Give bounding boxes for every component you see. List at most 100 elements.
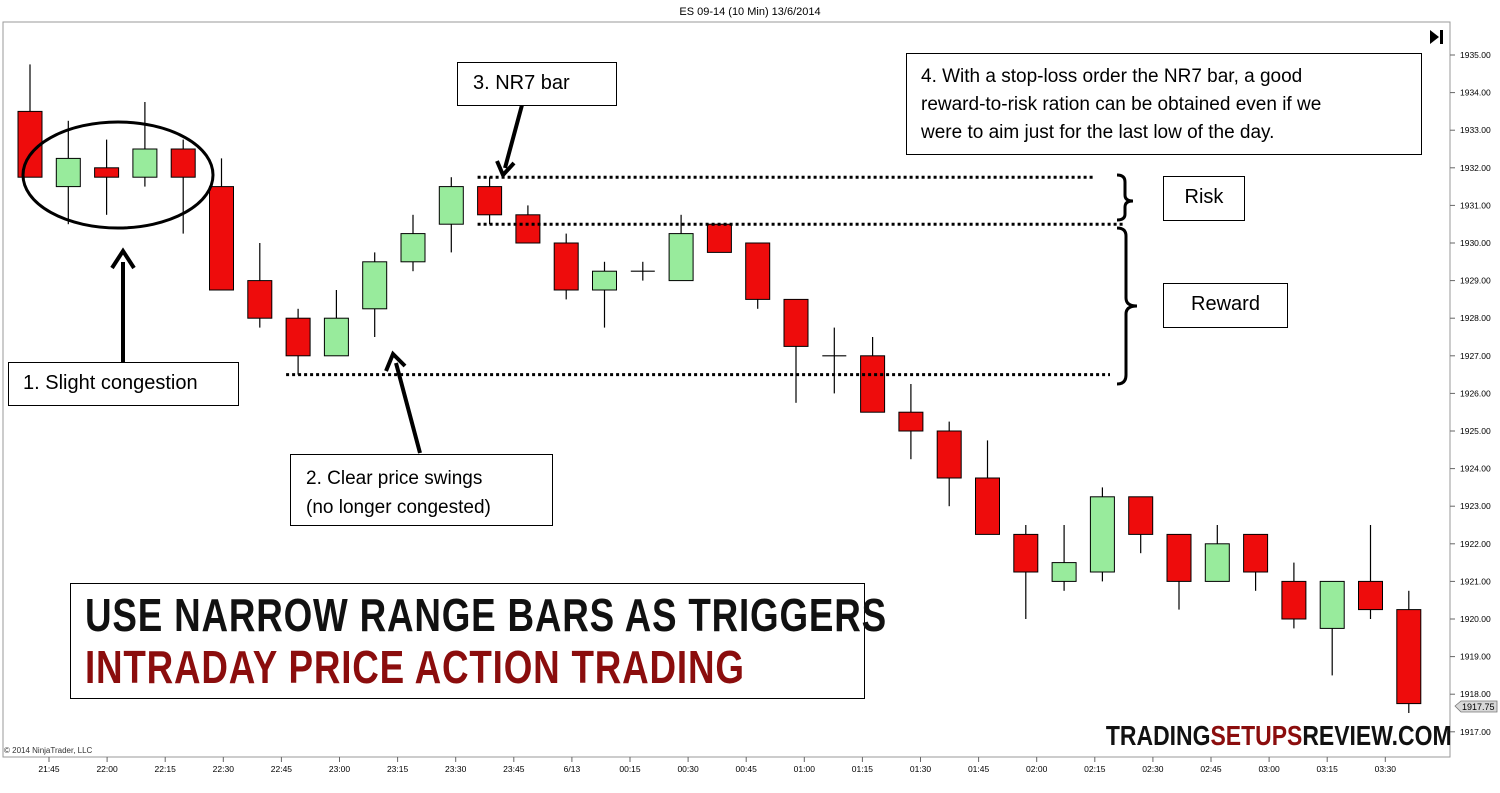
candle [1204,525,1230,582]
title-banner: USE NARROW RANGE BARS AS TRIGGERS INTRAD… [70,583,886,699]
x-tick-label: 22:00 [96,764,118,774]
candle-up-body [668,233,694,282]
x-tick-label: 01:00 [794,764,816,774]
candle [1319,580,1345,676]
candle-down-body [936,430,962,479]
candle [706,223,732,253]
candle-down-body [515,214,541,244]
candle-down-body [477,186,503,216]
x-tick-label: 01:45 [968,764,990,774]
candle-down-body [898,411,924,432]
candle [17,64,43,178]
annotation-stop-line1: 4. With a stop-loss order the NR7 bar, a… [921,66,1303,87]
x-tick-label: 23:30 [445,764,467,774]
brand-part-1: TRADING [1106,720,1211,751]
skip-to-end-icon[interactable] [1430,30,1443,44]
candle-up-body [400,233,426,263]
candle [132,102,158,187]
annotation-stop-loss: 4. With a stop-loss order the NR7 bar, a… [906,53,1422,155]
candle-down-body [1396,609,1422,705]
x-tick-label: 02:00 [1026,764,1048,774]
chart-title: ES 09-14 (10 Min) 13/6/2014 [679,6,820,18]
y-tick-label: 1929.00 [1460,276,1491,286]
reward-brace [1116,226,1138,386]
reward-label: Reward [1191,293,1260,315]
candle [170,139,196,234]
candle-down-body [1281,580,1307,620]
last-price-label: 1917.75 [1462,702,1495,712]
y-tick-label: 1918.00 [1460,689,1491,699]
x-tick-label: 00:30 [677,764,699,774]
risk-label: Risk [1184,186,1224,208]
candle [285,308,311,375]
candle [592,261,617,328]
candle [477,177,503,225]
annotation-swings-line2: (no longer congested) [306,497,491,518]
brand-part-3: REVIEW.COM [1302,720,1452,751]
candle [1089,487,1115,582]
candle [1166,533,1192,610]
candle [400,214,426,272]
annotation-nr7-text: 3. NR7 bar [473,72,570,94]
arrow-2-shaft [394,362,422,454]
candle-down-body [745,242,771,300]
candle [745,242,771,309]
candle [975,440,1000,535]
candle-down-body [1128,496,1154,535]
y-tick-label: 1921.00 [1460,576,1491,586]
last-price-marker [1454,700,1498,713]
arrow-3-head [495,160,516,179]
x-tick-label: 23:45 [503,764,525,774]
congestion-ellipse [21,120,215,230]
candle [55,120,81,225]
candle-down-body [170,148,196,178]
x-tick-label: 03:15 [1317,764,1339,774]
arrow-1-head [110,247,136,270]
y-tick-label: 1932.00 [1460,163,1491,173]
candle [822,327,847,394]
x-tick-label: 01:15 [852,764,874,774]
candle-down-body [706,223,732,253]
candle [362,252,388,337]
candle [553,233,579,300]
candle-down-body [1243,533,1269,573]
candle [438,177,464,253]
brand-part-2: SETUPS [1210,720,1303,751]
title-line-2: INTRADAY PRICE ACTION TRADING [85,641,745,693]
x-tick-label: 00:45 [736,764,758,774]
candle [630,261,655,281]
y-tick-label: 1935.00 [1460,50,1491,60]
y-tick-label: 1926.00 [1460,388,1491,398]
annotation-stop-line3: were to aim just for the last low of the… [921,122,1275,143]
annotation-price-swings: 2. Clear price swings (no longer congest… [290,454,553,526]
candle [1013,525,1039,619]
candle-up-body [1319,580,1345,629]
x-tick-label: 02:30 [1142,764,1164,774]
candle-down-body [17,110,43,178]
x-tick-label: 00:15 [619,764,641,774]
x-tick-label: 22:15 [155,764,177,774]
candle-up-body [55,157,81,188]
x-tick-label: 01:30 [910,764,932,774]
candle-down-body [975,477,1000,535]
candle-down-body [1166,533,1192,582]
candle-down-body [783,298,809,347]
candle [783,298,809,403]
candle [668,214,694,282]
y-tick-label: 1931.00 [1460,200,1491,210]
y-tick-label: 1930.00 [1460,238,1491,248]
candle-down-body [553,242,579,291]
x-tick-label: 6/13 [564,764,581,774]
candle-up-body [438,186,464,225]
candle [209,158,234,291]
risk-brace [1116,173,1134,222]
candle [1396,590,1422,713]
copyright-label: © 2014 NinjaTrader, LLC [4,746,93,755]
candle [1281,562,1307,629]
x-tick-label: 03:30 [1375,764,1397,774]
candle [247,243,273,328]
candle-up-body [1089,496,1115,573]
candle [1358,525,1383,619]
brand-logo: TRADINGSETUPSREVIEW.COM [1106,720,1452,752]
candle-up-body [362,261,388,310]
